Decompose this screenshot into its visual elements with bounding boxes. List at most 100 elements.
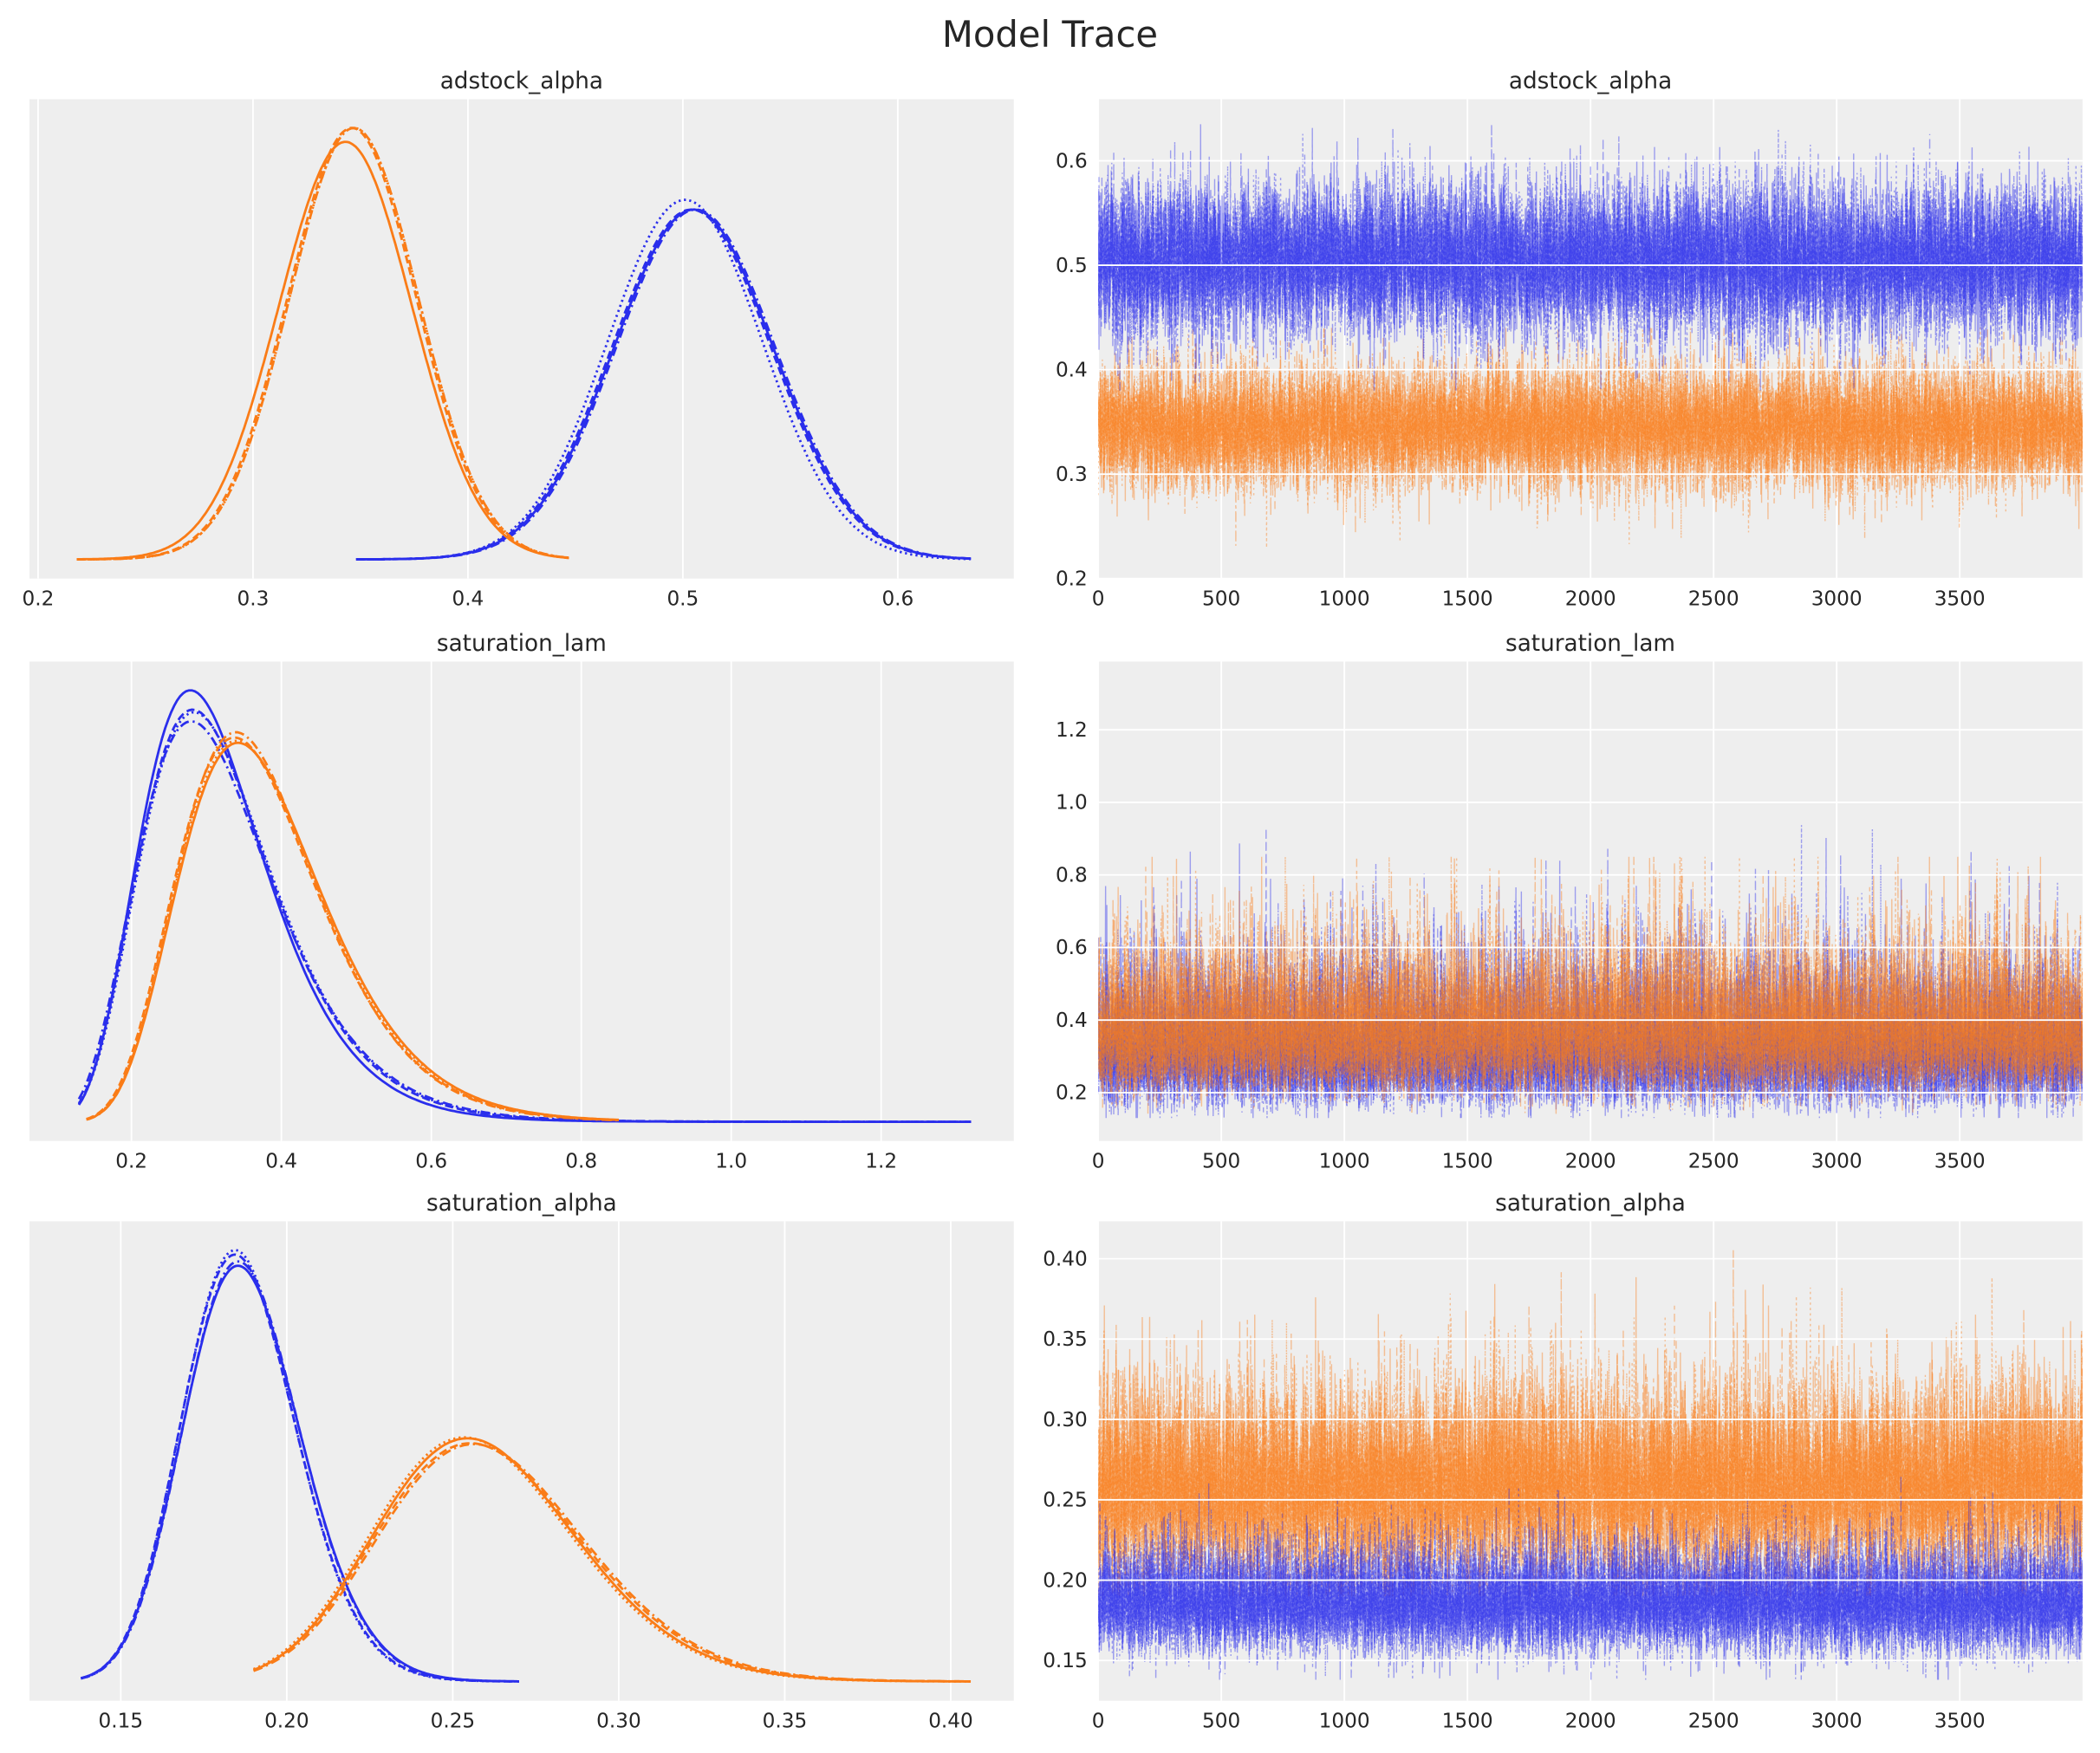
subplot-title: adstock_alpha: [440, 68, 603, 94]
y-tick-label: 0.30: [1043, 1408, 1088, 1432]
kde-line-chain-2: [77, 711, 972, 1123]
subplot-title: saturation_alpha: [1495, 1191, 1686, 1217]
kde-line-chain-1: [253, 1442, 972, 1683]
y-tick-label: 0.4: [1056, 1009, 1088, 1032]
x-tick-label: 0.4: [452, 588, 484, 611]
kde-line-chain-1: [76, 127, 569, 561]
y-tick-label: 0.15: [1043, 1649, 1088, 1672]
trace-line-chain-0: [1098, 328, 2083, 529]
x-tick-label: 0.15: [99, 1710, 144, 1733]
x-tick-label: 3500: [1934, 588, 1986, 611]
x-tick-label: 500: [1202, 1150, 1240, 1173]
plot-area: [29, 661, 1014, 1141]
panel-trace-saturation-alpha: saturation_alpha 0 500 1000 1500 2000 2500 3000…: [1043, 1191, 2083, 1733]
x-tick-label: 3000: [1811, 1710, 1863, 1733]
x-tick-label: 500: [1202, 588, 1240, 611]
trace-line-chain-3: [1098, 856, 2083, 1114]
series-group: [77, 689, 972, 1123]
trace-line-chain-2: [1098, 825, 2083, 1119]
x-tick-label: 3000: [1811, 1150, 1863, 1173]
trace-line-chain-1: [1098, 856, 2083, 1115]
kde-line-chain-0: [253, 1437, 972, 1683]
x-tick-label: 0.4: [265, 1150, 297, 1173]
subplot-title: adstock_alpha: [1509, 68, 1672, 94]
trace-line-chain-1: [1098, 1272, 2083, 1597]
trace-line-chain-3: [1098, 128, 2083, 391]
series-group: [1098, 124, 2083, 549]
x-tick-label: 3000: [1811, 588, 1863, 611]
y-tick-label: 0.5: [1056, 254, 1088, 277]
x-tick-label: 3500: [1934, 1710, 1986, 1733]
trace-line-chain-3: [1098, 328, 2083, 546]
trace-line-chain-2: [1098, 129, 2083, 382]
x-tick-label: 0.30: [596, 1710, 641, 1733]
subplot-title: saturation_lam: [1505, 631, 1675, 657]
kde-line-chain-3: [355, 208, 972, 561]
y-tick-label: 1.2: [1056, 718, 1088, 742]
kde-line-chain-2: [81, 1249, 519, 1683]
trace-line-chain-1: [1098, 124, 2083, 391]
y-tick-label: 0.35: [1043, 1328, 1088, 1351]
kde-line-chain-0: [76, 140, 569, 561]
x-tick-label: 0: [1092, 1710, 1105, 1733]
trace-line-chain-0: [1098, 856, 2083, 1111]
kde-line-chain-3: [77, 720, 972, 1123]
x-tick-label: 2500: [1688, 1710, 1739, 1733]
x-tick-label: 0.3: [237, 588, 269, 611]
x-tick-label: 0.6: [881, 588, 913, 611]
kde-line-chain-3: [80, 1260, 519, 1683]
x-tick-label: 0.6: [415, 1150, 447, 1173]
x-tick-label: 1000: [1319, 1150, 1370, 1173]
y-tick-label: 0.4: [1056, 358, 1088, 381]
x-tick-label: 1500: [1442, 588, 1493, 611]
y-tick-label: 0.2: [1056, 567, 1088, 590]
x-tick-label: 0.2: [115, 1150, 147, 1173]
subplot-title: saturation_alpha: [426, 1191, 617, 1217]
kde-line-chain-3: [253, 1443, 972, 1683]
panel-trace-adstock-alpha: adstock_alpha 0 500 1000 1500 2000 2500 3000 350…: [1056, 68, 2083, 611]
x-tick-label: 2500: [1688, 588, 1739, 611]
figure-title: Model Trace: [942, 13, 1158, 55]
x-tick-label: 1500: [1442, 1710, 1493, 1733]
x-tick-label: 0.8: [565, 1150, 597, 1173]
plot-area: [29, 99, 1014, 579]
y-tick-label: 0.2: [1056, 1081, 1088, 1105]
x-tick-label: 1000: [1319, 1710, 1370, 1733]
trace-line-chain-3: [1098, 1475, 2083, 1680]
x-tick-label: 2000: [1565, 588, 1616, 611]
trace-line-chain-2: [1098, 328, 2083, 549]
x-tick-label: 0: [1092, 1150, 1105, 1173]
y-tick-label: 0.8: [1056, 863, 1088, 886]
y-tick-label: 0.6: [1056, 936, 1088, 959]
x-tick-label: 0.40: [928, 1710, 973, 1733]
trace-line-chain-3: [1098, 1249, 2083, 1597]
kde-line-chain-3: [76, 127, 569, 561]
trace-line-chain-2: [1098, 1277, 2083, 1597]
kde-line-chain-0: [86, 741, 619, 1121]
panel-kde-adstock-alpha: adstock_alpha 0.2 0.3 0.4 0.5 0.6: [23, 68, 1014, 611]
panel-kde-saturation-alpha: saturation_alpha 0.15 0.20 0.25 0.30 0.35 0.40: [29, 1191, 1014, 1733]
y-tick-label: 0.20: [1043, 1568, 1088, 1592]
kde-line-chain-1: [86, 736, 619, 1121]
x-tick-label: 0.5: [666, 588, 699, 611]
x-tick-label: 3500: [1934, 1150, 1986, 1173]
x-tick-label: 0.25: [431, 1710, 476, 1733]
series-group: [1098, 1249, 2083, 1680]
y-tick-label: 0.40: [1043, 1247, 1088, 1270]
x-tick-label: 2000: [1565, 1150, 1616, 1173]
trace-line-chain-0: [1098, 1490, 2083, 1680]
y-tick-label: 0.3: [1056, 463, 1088, 486]
x-tick-label: 0.20: [264, 1710, 309, 1733]
trace-line-chain-1: [1098, 328, 2083, 529]
trace-line-chain-0: [1098, 843, 2083, 1119]
x-tick-label: 2500: [1688, 1150, 1739, 1173]
trace-line-chain-1: [1098, 828, 2083, 1119]
y-tick-label: 1.0: [1056, 791, 1088, 815]
plot-area: [29, 1221, 1014, 1701]
y-tick-label: 0.25: [1043, 1489, 1088, 1512]
series-group: [80, 1249, 972, 1683]
series-group: [76, 127, 972, 561]
x-tick-label: 0.35: [763, 1710, 808, 1733]
subplot-title: saturation_lam: [437, 631, 607, 657]
